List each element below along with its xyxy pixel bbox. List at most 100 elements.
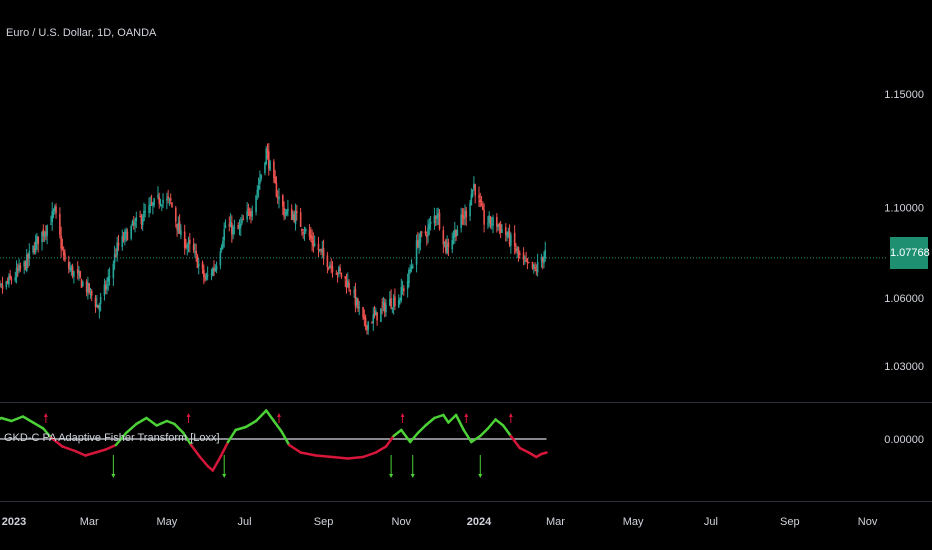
fisher-line-segment[interactable]: [198, 455, 209, 468]
fisher-line-segment[interactable]: [173, 422, 185, 435]
fisher-line-segment[interactable]: [104, 443, 118, 451]
candle-body[interactable]: [17, 268, 19, 271]
candle-body[interactable]: [419, 232, 422, 243]
candle-body[interactable]: [223, 229, 226, 241]
candle-body[interactable]: [433, 215, 436, 224]
candle-body[interactable]: [282, 195, 284, 207]
candle-body[interactable]: [60, 235, 62, 249]
candle-body[interactable]: [264, 162, 266, 174]
candle-body[interactable]: [488, 215, 490, 223]
candle-body[interactable]: [355, 298, 358, 305]
fisher-line-segment[interactable]: [501, 424, 513, 438]
candle-body[interactable]: [81, 282, 84, 286]
fisher-line-segment[interactable]: [264, 409, 276, 423]
candle-body[interactable]: [429, 221, 432, 225]
candle-body[interactable]: [340, 272, 343, 278]
fisher-line-segment[interactable]: [416, 424, 427, 435]
candle-body[interactable]: [260, 174, 262, 179]
candle-body[interactable]: [98, 305, 101, 311]
candle-body[interactable]: [246, 210, 248, 220]
candle-body[interactable]: [492, 217, 494, 226]
candle-body[interactable]: [406, 280, 409, 289]
fisher-line-segment[interactable]: [155, 419, 169, 427]
candle-body[interactable]: [41, 231, 43, 243]
candle-body[interactable]: [10, 279, 13, 281]
candle-body[interactable]: [534, 267, 536, 269]
candle-body[interactable]: [544, 249, 547, 259]
candle-body[interactable]: [89, 289, 92, 291]
candle-body[interactable]: [346, 281, 349, 288]
candle-body[interactable]: [257, 185, 260, 190]
candle-body[interactable]: [177, 223, 180, 232]
candle-body[interactable]: [299, 212, 302, 228]
fisher-line-segment[interactable]: [374, 445, 388, 454]
candle-body[interactable]: [162, 199, 164, 204]
candle-body[interactable]: [265, 148, 268, 165]
candle-body[interactable]: [438, 212, 441, 230]
candle-body[interactable]: [536, 261, 539, 273]
candle-body[interactable]: [344, 276, 347, 279]
fisher-line-segment[interactable]: [299, 451, 318, 457]
fisher-line-segment[interactable]: [462, 428, 473, 444]
candle-body[interactable]: [470, 194, 473, 206]
candle-body[interactable]: [354, 288, 357, 306]
candle-body[interactable]: [103, 284, 106, 296]
candle-body[interactable]: [99, 296, 102, 304]
candle-body[interactable]: [211, 268, 214, 276]
fisher-line-segment[interactable]: [442, 413, 450, 424]
fisher-line-segment[interactable]: [346, 455, 365, 460]
candle-body[interactable]: [525, 259, 527, 261]
candle-body[interactable]: [160, 204, 163, 206]
candle-body[interactable]: [121, 235, 124, 247]
candle-body[interactable]: [418, 240, 420, 248]
candle-body[interactable]: [436, 215, 438, 220]
candle-body[interactable]: [25, 254, 28, 272]
fisher-line-segment[interactable]: [486, 418, 497, 430]
candle-body[interactable]: [185, 246, 187, 248]
fisher-line-segment[interactable]: [211, 455, 222, 472]
candle-body[interactable]: [489, 216, 492, 225]
candle-body[interactable]: [80, 279, 83, 288]
symbol-title[interactable]: Euro / U.S. Dollar, 1D, OANDA: [6, 27, 157, 39]
candle-body[interactable]: [231, 223, 233, 235]
candle-body[interactable]: [427, 227, 429, 236]
candle-body[interactable]: [210, 273, 213, 275]
candle-body[interactable]: [113, 254, 116, 263]
fisher-line-segment[interactable]: [124, 422, 138, 435]
candle-body[interactable]: [366, 325, 368, 330]
candle-body[interactable]: [266, 149, 269, 153]
candle-body[interactable]: [6, 281, 9, 283]
candle-body[interactable]: [326, 255, 329, 267]
candle-body[interactable]: [23, 261, 25, 267]
candle-body[interactable]: [473, 183, 475, 189]
candle-body[interactable]: [241, 219, 243, 223]
candle-body[interactable]: [443, 241, 446, 244]
candle-body[interactable]: [358, 307, 361, 309]
candle-body[interactable]: [117, 242, 120, 246]
candle-body[interactable]: [104, 285, 107, 290]
candle-body[interactable]: [496, 216, 498, 227]
fisher-line-segment[interactable]: [31, 421, 45, 430]
candle-body[interactable]: [411, 265, 414, 269]
candle-body[interactable]: [424, 231, 427, 234]
candle-body[interactable]: [479, 199, 482, 203]
candle-body[interactable]: [409, 269, 412, 272]
candle-body[interactable]: [96, 304, 98, 308]
candle-body[interactable]: [400, 287, 403, 301]
fisher-line-segment[interactable]: [182, 431, 193, 447]
candle-body[interactable]: [174, 207, 177, 222]
candle-body[interactable]: [312, 240, 315, 247]
candle-body[interactable]: [1, 285, 4, 289]
candle-body[interactable]: [362, 307, 364, 317]
candle-body[interactable]: [318, 249, 321, 251]
candle-body[interactable]: [349, 290, 352, 292]
candle-body[interactable]: [55, 206, 57, 214]
candle-body[interactable]: [445, 239, 447, 253]
candle-body[interactable]: [376, 312, 378, 321]
candle-body[interactable]: [238, 224, 241, 230]
candle-body[interactable]: [532, 265, 535, 269]
candle-body[interactable]: [308, 229, 311, 237]
candle-body[interactable]: [382, 301, 385, 306]
candle-body[interactable]: [189, 239, 191, 244]
candle-body[interactable]: [327, 267, 330, 269]
